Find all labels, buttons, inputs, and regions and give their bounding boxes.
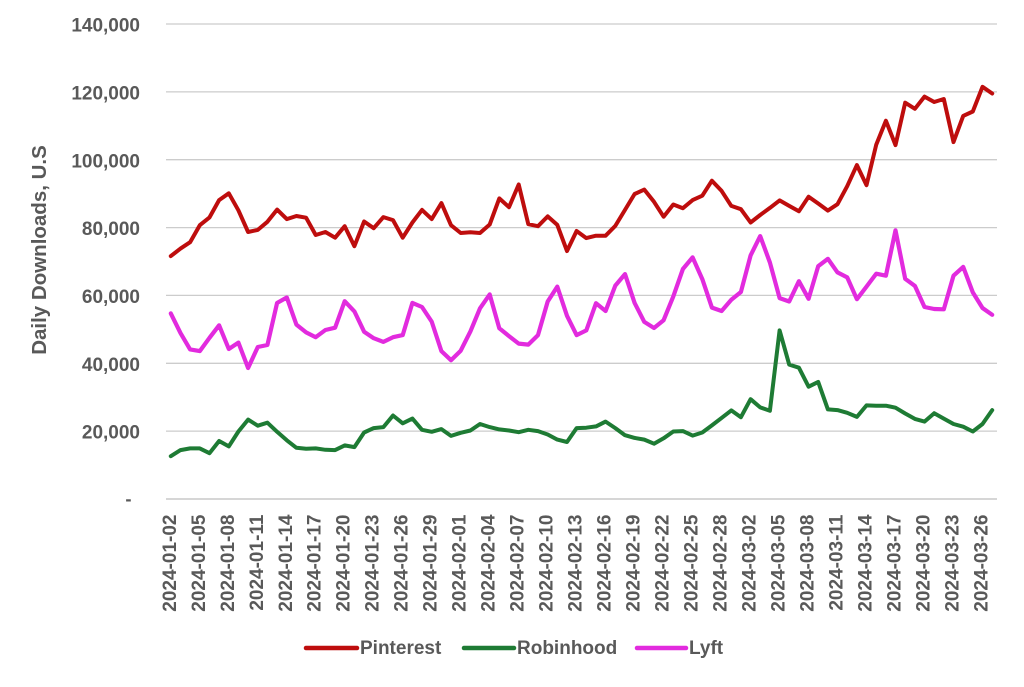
svg-text:40,000: 40,000 — [82, 355, 140, 376]
svg-text:2024-03-11: 2024-03-11 — [827, 514, 848, 611]
svg-text:2024-01-11: 2024-01-11 — [247, 514, 268, 611]
svg-text:Robinhood: Robinhood — [517, 638, 617, 659]
svg-text:Pinterest: Pinterest — [360, 638, 442, 659]
svg-text:2024-03-17: 2024-03-17 — [885, 515, 906, 612]
svg-text:2024-01-20: 2024-01-20 — [334, 515, 355, 612]
svg-text:2024-02-19: 2024-02-19 — [624, 515, 645, 612]
svg-text:2024-01-14: 2024-01-14 — [276, 514, 297, 612]
svg-text:2024-01-23: 2024-01-23 — [363, 515, 384, 612]
svg-text:2024-03-26: 2024-03-26 — [972, 515, 993, 612]
svg-text:2024-02-22: 2024-02-22 — [653, 515, 674, 612]
svg-text:-: - — [125, 488, 131, 509]
svg-text:2024-01-17: 2024-01-17 — [305, 515, 326, 612]
svg-text:2024-03-20: 2024-03-20 — [914, 515, 935, 612]
svg-text:2024-02-16: 2024-02-16 — [595, 515, 616, 612]
svg-text:120,000: 120,000 — [71, 84, 140, 105]
svg-text:Lyft: Lyft — [689, 638, 724, 659]
svg-text:2024-02-07: 2024-02-07 — [508, 515, 529, 612]
svg-text:80,000: 80,000 — [82, 219, 140, 240]
svg-text:60,000: 60,000 — [82, 287, 140, 308]
svg-text:100,000: 100,000 — [71, 151, 140, 172]
svg-text:2024-01-29: 2024-01-29 — [421, 515, 442, 612]
svg-text:2024-02-01: 2024-02-01 — [450, 514, 471, 612]
svg-text:2024-01-02: 2024-01-02 — [160, 515, 181, 612]
svg-text:2024-02-10: 2024-02-10 — [537, 515, 558, 612]
svg-text:2024-03-08: 2024-03-08 — [798, 515, 819, 612]
svg-text:2024-01-08: 2024-01-08 — [218, 515, 239, 612]
svg-text:2024-03-23: 2024-03-23 — [943, 515, 964, 612]
svg-text:20,000: 20,000 — [82, 423, 140, 444]
svg-text:2024-02-13: 2024-02-13 — [566, 515, 587, 612]
svg-text:2024-02-28: 2024-02-28 — [711, 515, 732, 612]
svg-text:2024-03-02: 2024-03-02 — [740, 515, 761, 612]
svg-text:2024-03-05: 2024-03-05 — [769, 514, 790, 612]
svg-text:Daily Downloads, U.S: Daily Downloads, U.S — [28, 145, 51, 355]
svg-text:2024-03-14: 2024-03-14 — [856, 514, 877, 612]
svg-text:2024-02-04: 2024-02-04 — [479, 514, 500, 612]
svg-text:2024-02-25: 2024-02-25 — [682, 514, 703, 612]
svg-text:2024-01-05: 2024-01-05 — [189, 514, 210, 612]
svg-text:140,000: 140,000 — [71, 16, 140, 37]
svg-text:2024-01-26: 2024-01-26 — [392, 515, 413, 612]
